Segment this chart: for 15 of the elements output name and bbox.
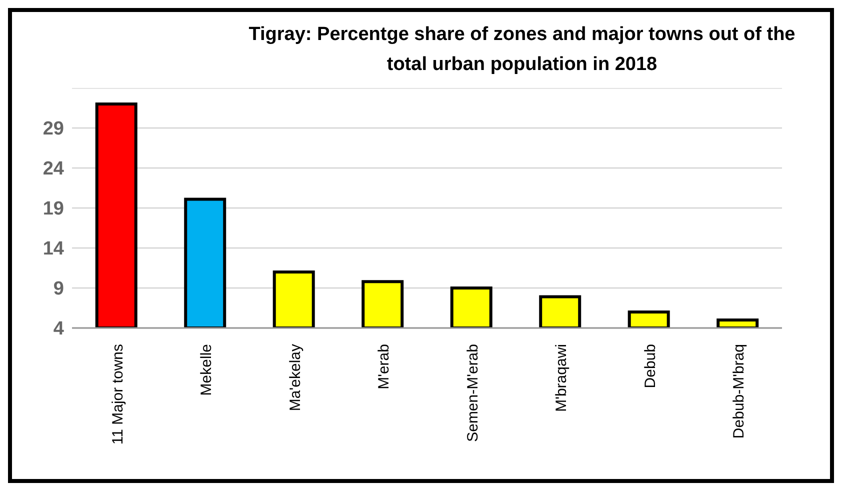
x-tick-label: Semen-M'erab: [464, 344, 482, 442]
y-tick-label: 29: [42, 118, 64, 140]
x-tick-label: Mekelle: [198, 344, 216, 396]
x-tick-label: Debub: [642, 344, 659, 388]
x-tick-label: M'braqawi: [553, 344, 570, 412]
chart-title: Tigray: Percentge share of zones and major towns out of the total urban population in 2018: [248, 23, 796, 77]
y-tick-label: 24: [42, 158, 64, 180]
x-tick-label: M'erab: [376, 344, 393, 390]
y-tick-label: 9: [53, 278, 64, 300]
y-tick-label: 14: [42, 238, 64, 260]
y-tick-label: 19: [42, 198, 64, 220]
x-tick-label: Ma'ekelay: [286, 344, 304, 412]
x-tick-label: 11 Major towns: [109, 344, 126, 445]
x-tick-label: Debub-M'braq: [730, 344, 748, 439]
y-tick-label: 4: [53, 318, 64, 340]
